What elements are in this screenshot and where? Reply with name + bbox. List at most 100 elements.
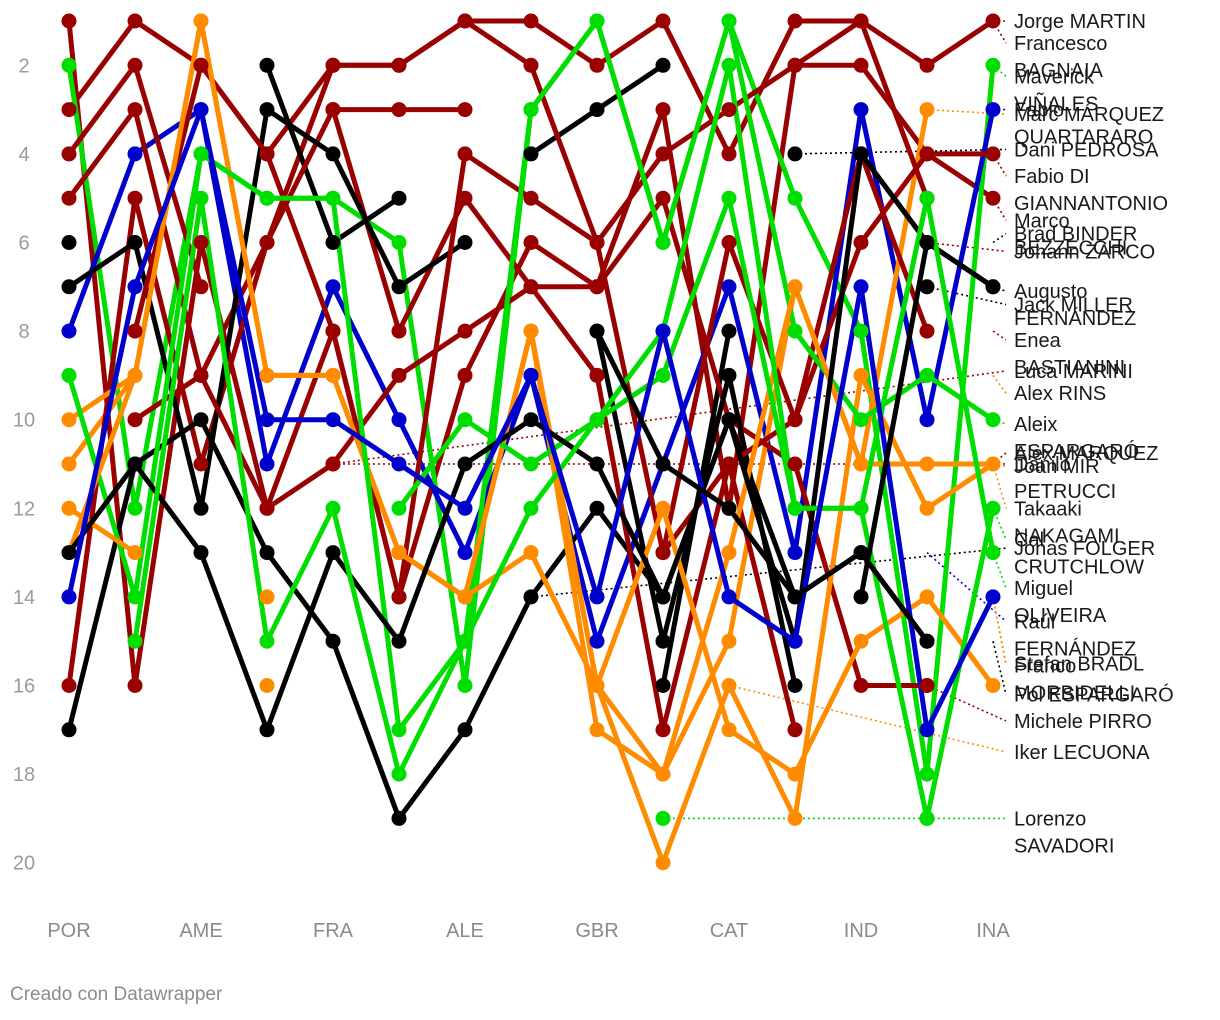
data-point: [655, 13, 671, 29]
data-point: [259, 456, 275, 472]
data-point: [61, 57, 77, 73]
y-tick-label: 12: [13, 498, 35, 520]
series-end-label: Marc MÁRQUEZ: [1014, 103, 1164, 126]
data-point: [721, 102, 737, 118]
data-point: [787, 722, 803, 738]
x-axis: POR AME FRA ALE GBR CAT IND INA: [47, 920, 1010, 942]
data-point: [259, 146, 275, 162]
data-point: [457, 456, 473, 472]
x-tick-label: GBR: [575, 920, 618, 942]
data-point: [61, 235, 77, 250]
data-point: [391, 589, 407, 605]
data-point: [985, 678, 1001, 693]
data-point: [655, 545, 671, 561]
data-point: [61, 279, 77, 295]
y-tick-label: 2: [18, 55, 29, 77]
data-point: [721, 722, 737, 738]
data-point: [919, 722, 935, 738]
data-point: [193, 367, 209, 383]
data-point: [325, 456, 341, 472]
series-end-label: Cal CRUTCHLOW: [1014, 529, 1144, 578]
series-end-label: Johann ZARCO: [1014, 241, 1155, 263]
data-point: [457, 367, 473, 383]
data-point: [787, 456, 803, 472]
label-connector: [728, 684, 1007, 753]
data-point: [787, 766, 803, 782]
y-tick-label: 18: [13, 764, 35, 786]
data-point: [391, 545, 407, 561]
data-point: [853, 456, 869, 472]
label-connector: [794, 148, 1007, 155]
data-point: [985, 102, 1001, 118]
data-point: [589, 633, 605, 649]
series-end-label: Miguel OLIVEIRA: [1014, 578, 1107, 627]
data-point: [721, 146, 737, 162]
series-line: [858, 240, 930, 600]
data-point: [193, 13, 209, 29]
data-point: [523, 146, 539, 162]
series-end-label: Brad BINDER: [1014, 224, 1137, 246]
data-point: [391, 57, 407, 73]
data-point: [457, 235, 473, 250]
data-point: [127, 367, 143, 383]
data-point: [787, 57, 803, 73]
series-line: [594, 328, 930, 644]
data-point: [589, 235, 605, 250]
data-point: [655, 323, 671, 339]
label-connector: [992, 197, 1007, 221]
series-end-label: Francesco BAGNAIA: [1014, 33, 1107, 82]
data-point: [721, 235, 737, 250]
data-point: [127, 500, 143, 516]
data-point: [391, 190, 407, 206]
data-point: [853, 412, 869, 428]
data-point: [457, 500, 473, 516]
data-point: [457, 589, 473, 605]
data-point: [259, 589, 275, 605]
data-point: [919, 633, 935, 649]
label-connector: [992, 330, 1007, 341]
x-tick-label: IND: [844, 920, 878, 942]
series-end-label: Stefan BRADL: [1014, 653, 1144, 675]
data-point: [985, 279, 1001, 295]
data-point: [589, 323, 605, 339]
data-point: [721, 412, 737, 428]
data-point: [61, 13, 77, 29]
series-line: [396, 505, 996, 777]
data-point: [193, 235, 209, 250]
data-point: [391, 102, 407, 118]
data-point: [787, 545, 803, 561]
data-point: [325, 412, 341, 428]
data-point: [919, 102, 935, 118]
data-point: [127, 190, 143, 206]
data-point: [655, 500, 671, 516]
data-point: [787, 500, 803, 516]
data-point: [787, 146, 803, 162]
data-point: [523, 367, 539, 383]
label-connector: [992, 232, 1007, 244]
data-point: [259, 367, 275, 383]
data-point: [589, 57, 605, 73]
data-point: [523, 190, 539, 206]
data-point: [259, 412, 275, 428]
series-end-label: Raúl FERNÁNDEZ: [1014, 611, 1136, 660]
data-point: [259, 102, 275, 118]
series-end-label: Alex MARQUEZ: [1014, 443, 1158, 465]
data-point: [457, 633, 473, 649]
data-point: [193, 57, 209, 73]
series-end-label: Aleix ESPARGARÓ: [1014, 414, 1139, 463]
data-point: [457, 146, 473, 162]
data-point: [127, 412, 143, 428]
data-point: [985, 146, 1001, 162]
data-point: [523, 102, 539, 118]
series-line: [660, 151, 996, 556]
data-point: [853, 633, 869, 649]
data-point: [193, 412, 209, 428]
data-point: [391, 500, 407, 516]
label-connector: [992, 374, 1007, 394]
data-point: [61, 678, 77, 693]
data-point: [193, 279, 209, 295]
data-point: [325, 279, 341, 295]
data-point: [391, 766, 407, 782]
data-point: [589, 678, 605, 693]
